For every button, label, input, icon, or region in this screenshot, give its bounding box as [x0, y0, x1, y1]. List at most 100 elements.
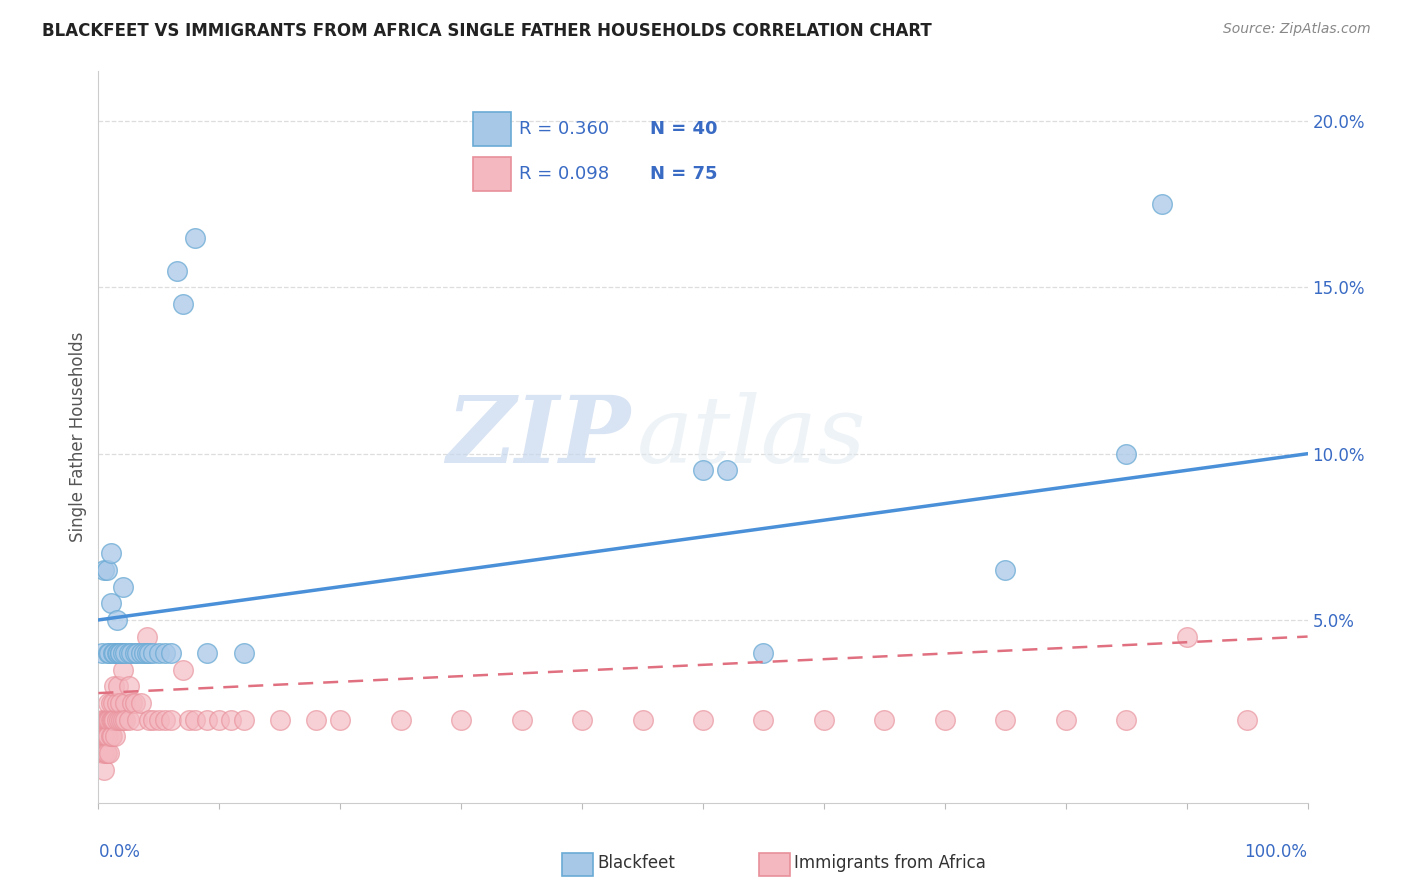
Point [752, 646, 775, 660]
Point [105, 696, 128, 710]
Text: 100.0%: 100.0% [1244, 843, 1308, 861]
Point [1054, 713, 1077, 727]
Point [118, 646, 141, 660]
Y-axis label: Single Father Households: Single Father Households [69, 332, 87, 542]
Point [1152, 197, 1174, 211]
Point [96, 729, 118, 743]
Text: 0.0%: 0.0% [98, 843, 141, 861]
Point [135, 646, 157, 660]
Point [93, 563, 115, 577]
Point [98, 646, 121, 660]
Point [232, 713, 254, 727]
Point [138, 713, 160, 727]
Point [813, 713, 835, 727]
Point [160, 646, 183, 660]
Point [100, 696, 122, 710]
Point [93, 729, 115, 743]
Point [269, 713, 291, 727]
Point [97, 713, 120, 727]
Point [692, 713, 714, 727]
Point [571, 713, 593, 727]
Point [172, 297, 194, 311]
Point [172, 663, 194, 677]
Point [934, 713, 956, 727]
Point [129, 646, 152, 660]
Point [91, 746, 114, 760]
Point [631, 713, 654, 727]
Point [93, 713, 115, 727]
Point [96, 713, 118, 727]
Point [111, 580, 134, 594]
Point [305, 713, 328, 727]
Point [111, 663, 134, 677]
Point [101, 646, 124, 660]
Point [160, 713, 183, 727]
Point [100, 713, 122, 727]
Point [752, 713, 775, 727]
Point [93, 746, 115, 760]
Point [105, 713, 128, 727]
Point [127, 646, 149, 660]
Point [1115, 713, 1137, 727]
Point [96, 563, 118, 577]
Point [450, 713, 472, 727]
Point [221, 713, 243, 727]
Point [232, 646, 254, 660]
Point [105, 613, 128, 627]
Point [114, 646, 136, 660]
Text: ZIP: ZIP [446, 392, 630, 482]
Point [91, 729, 114, 743]
Point [142, 713, 165, 727]
Point [153, 713, 176, 727]
Text: Blackfeet: Blackfeet [598, 855, 675, 872]
Point [104, 729, 127, 743]
Point [98, 713, 121, 727]
Text: Immigrants from Africa: Immigrants from Africa [794, 855, 986, 872]
Text: atlas: atlas [637, 392, 866, 482]
Point [100, 596, 122, 610]
Point [100, 729, 122, 743]
Point [195, 646, 218, 660]
Point [873, 713, 896, 727]
Point [100, 729, 122, 743]
Point [96, 746, 118, 760]
Point [100, 546, 122, 560]
Point [153, 646, 176, 660]
Point [108, 646, 131, 660]
Point [138, 646, 160, 660]
Point [195, 713, 218, 727]
Point [120, 646, 142, 660]
Point [148, 646, 170, 660]
Point [101, 696, 124, 710]
Point [94, 713, 117, 727]
Point [114, 696, 136, 710]
Point [94, 746, 117, 760]
Point [103, 713, 125, 727]
Text: BLACKFEET VS IMMIGRANTS FROM AFRICA SINGLE FATHER HOUSEHOLDS CORRELATION CHART: BLACKFEET VS IMMIGRANTS FROM AFRICA SING… [42, 22, 932, 40]
Point [91, 713, 114, 727]
Point [97, 696, 120, 710]
Point [1236, 713, 1258, 727]
Point [114, 713, 136, 727]
Point [127, 713, 149, 727]
Point [179, 713, 201, 727]
Point [108, 646, 131, 660]
Point [692, 463, 714, 477]
Point [184, 713, 207, 727]
Point [101, 713, 124, 727]
Point [91, 646, 114, 660]
Point [994, 713, 1017, 727]
Point [994, 563, 1017, 577]
Point [134, 646, 156, 660]
Point [103, 680, 125, 694]
Point [166, 264, 188, 278]
Point [97, 729, 120, 743]
Point [100, 713, 122, 727]
Point [98, 746, 121, 760]
Point [124, 696, 146, 710]
Point [121, 696, 143, 710]
Point [208, 713, 231, 727]
Point [93, 763, 115, 777]
Point [111, 646, 134, 660]
Point [118, 680, 141, 694]
